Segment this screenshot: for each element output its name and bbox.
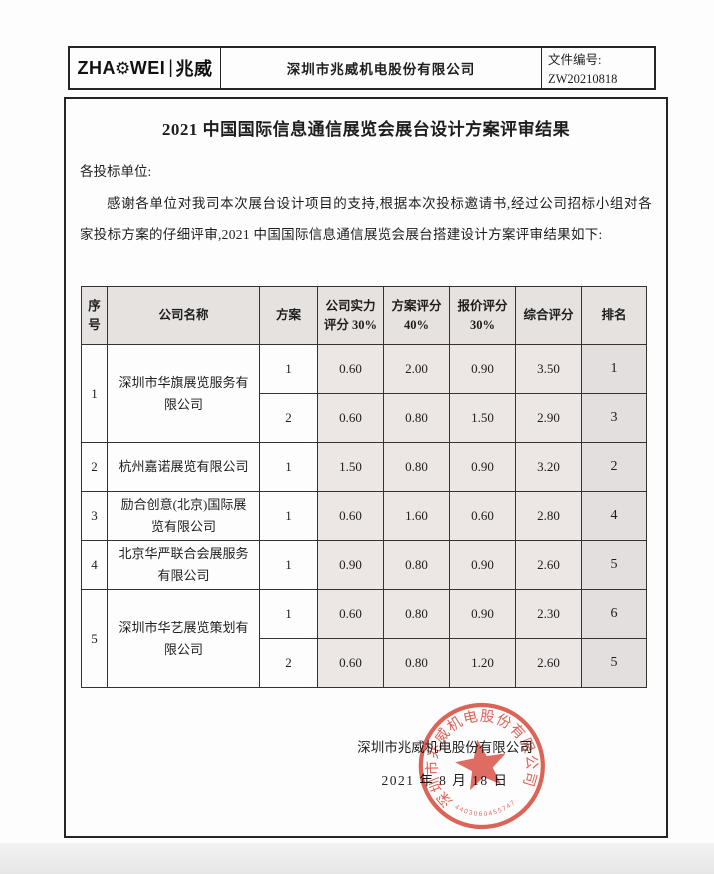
col-header-total: 综合评分: [515, 286, 582, 346]
signature-company: 深圳市兆威机电股份有限公司: [357, 740, 533, 756]
cell-design: 1.60: [383, 491, 450, 542]
cell-plan: 2: [259, 393, 318, 444]
table-row: 5 深圳市华艺展览策划有限公司 1 0.60 0.80 0.90 2.30 6: [81, 589, 647, 689]
cell-company-name: 深圳市华旗展览服务有限公司: [107, 344, 260, 444]
cell-strength: 0.60: [317, 393, 384, 444]
cell-company-name: 深圳市华艺展览策划有限公司: [107, 589, 260, 689]
cell-quote: 1.20: [449, 638, 516, 689]
cell-quote: 0.90: [449, 589, 516, 640]
cell-rank: 4: [581, 491, 647, 542]
doc-number-cell: 文件编号: ZW20210818: [542, 48, 654, 88]
logo-text-cn: 兆威: [175, 59, 213, 79]
cell-plan: 1: [259, 442, 318, 493]
col-header-strength: 公司实力评分 30%: [317, 286, 384, 346]
table-row: 3 励合创意(北京)国际展览有限公司 1 0.60 1.60 0.60 2.80…: [81, 491, 647, 542]
col-header-quote: 报价评分 30%: [449, 286, 516, 346]
cell-rank: 3: [581, 393, 647, 444]
cell-total: 3.50: [515, 344, 582, 395]
cell-strength: 0.60: [317, 638, 384, 689]
cell-quote: 0.90: [449, 442, 516, 493]
cell-company-name: 北京华严联合会展服务有限公司: [107, 540, 260, 591]
evaluation-table: 序号 公司名称 方案 公司实力评分 30% 方案评分 40% 报价评分 30% …: [81, 286, 647, 689]
doc-number-value: ZW20210818: [548, 72, 618, 87]
cell-design: 0.80: [383, 638, 450, 689]
company-logo: ZHA ⚙ WEI | 兆威: [70, 48, 221, 88]
signature-block: 深圳市兆威机电股份有限公司 2021 年 8 月 18 日: [330, 736, 560, 789]
cell-strength: 0.60: [317, 491, 384, 542]
col-header-no: 序号: [81, 286, 108, 346]
cell-total: 3.20: [515, 442, 582, 493]
cell-no: 5: [81, 589, 108, 689]
cell-design: 0.80: [383, 540, 450, 591]
cell-no: 4: [81, 540, 108, 591]
col-header-design: 方案评分 40%: [383, 286, 450, 346]
cell-rank: 5: [581, 638, 647, 689]
cell-rank: 2: [581, 442, 647, 493]
salutation: 各投标单位:: [80, 164, 152, 179]
document-body: 2021 中国国际信息通信展览会展台设计方案评审结果 各投标单位: 感谢各单位对…: [64, 97, 668, 838]
table-row: 2 0.60 0.80 1.20 2.60 5: [82, 638, 647, 689]
intro-paragraph: 感谢各单位对我司本次展台设计项目的支持,根据本次投标邀请书,经过公司招标小组对各…: [80, 196, 652, 243]
cell-design: 0.80: [383, 393, 450, 444]
logo-text-prefix: ZHA: [77, 57, 117, 78]
cell-design: 2.00: [383, 344, 450, 395]
cell-total: 2.80: [515, 491, 582, 542]
table-row: 2 杭州嘉诺展览有限公司 1 1.50 0.80 0.90 3.20 2: [81, 442, 647, 493]
gear-icon: ⚙: [115, 58, 131, 78]
cell-design: 0.80: [383, 589, 450, 640]
cell-no: 1: [81, 344, 108, 444]
cell-strength: 0.90: [317, 540, 384, 591]
col-header-plan: 方案: [259, 286, 318, 346]
cell-quote: 0.90: [449, 540, 516, 591]
cell-total: 2.90: [515, 393, 582, 444]
document-header: ZHA ⚙ WEI | 兆威 深圳市兆威机电股份有限公司 文件编号: ZW2021081…: [68, 46, 656, 90]
table-row: 2 0.60 0.80 1.50 2.90 3: [82, 393, 647, 444]
signature-date: 2021 年 8 月 18 日: [381, 773, 509, 789]
header-company-name: 深圳市兆威机电股份有限公司: [221, 48, 542, 88]
cell-plan: 1: [259, 344, 318, 395]
col-header-rank: 排名: [581, 286, 647, 346]
cell-design: 0.80: [383, 442, 450, 493]
cell-strength: 1.50: [317, 442, 384, 493]
col-header-company: 公司名称: [107, 286, 260, 346]
logo-divider: |: [168, 56, 174, 77]
cell-rank: 1: [581, 344, 647, 395]
cell-plan: 2: [259, 638, 318, 689]
logo-text-suffix: WEI: [129, 57, 166, 78]
table-row: 1 深圳市华旗展览服务有限公司 1 0.60 2.00 0.90 3.50 1: [81, 344, 647, 444]
cell-total: 2.60: [515, 638, 582, 689]
cell-plan: 1: [259, 540, 318, 591]
cell-strength: 0.60: [317, 589, 384, 640]
scan-edge-shadow: [0, 843, 714, 874]
cell-rank: 5: [581, 540, 647, 591]
cell-company-name: 杭州嘉诺展览有限公司: [107, 442, 260, 493]
cell-total: 2.30: [515, 589, 582, 640]
cell-rank: 6: [581, 589, 647, 640]
doc-number-label: 文件编号:: [548, 53, 602, 67]
cell-company-name: 励合创意(北京)国际展览有限公司: [107, 491, 260, 542]
cell-total: 2.60: [515, 540, 582, 591]
cell-plan: 1: [259, 589, 318, 640]
table-row: 4 北京华严联合会展服务有限公司 1 0.90 0.80 0.90 2.60 5: [81, 540, 647, 591]
cell-strength: 0.60: [317, 344, 384, 395]
cell-quote: 0.60: [449, 491, 516, 542]
cell-no: 2: [81, 442, 108, 493]
cell-quote: 0.90: [449, 344, 516, 395]
cell-quote: 1.50: [449, 393, 516, 444]
cell-plan: 1: [259, 491, 318, 542]
document-title: 2021 中国国际信息通信展览会展台设计方案评审结果: [161, 120, 571, 139]
cell-no: 3: [81, 491, 108, 542]
table-header-row: 序号 公司名称 方案 公司实力评分 30% 方案评分 40% 报价评分 30% …: [81, 286, 647, 346]
